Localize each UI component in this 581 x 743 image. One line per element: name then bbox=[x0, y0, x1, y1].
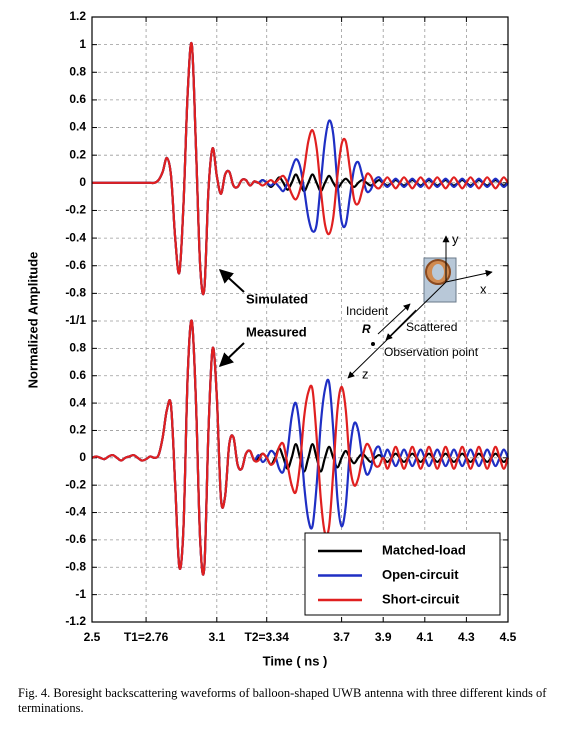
x-axis-label: Time ( ns ) bbox=[263, 653, 328, 668]
annotation-arrow bbox=[218, 269, 245, 293]
inset-label: Incident bbox=[346, 304, 389, 318]
inset-diagram: y x z Incident Scattered R Observation p… bbox=[346, 231, 493, 381]
annotation: Simulated bbox=[246, 291, 308, 306]
legend-label: Short-circuit bbox=[382, 591, 460, 606]
legend: Matched-load Open-circuit Short-circuit bbox=[318, 542, 466, 606]
y-axis-label: Normalized Amplitude bbox=[25, 252, 40, 389]
x-tick-label: 4.5 bbox=[500, 630, 517, 644]
y-tick-label: 0.2 bbox=[69, 147, 86, 161]
y-tick-label: 0 bbox=[79, 175, 86, 189]
y-tick-label: -0.4 bbox=[65, 505, 86, 519]
y-tick-label: 0.6 bbox=[69, 368, 86, 382]
y-tick-label: -0.4 bbox=[65, 230, 86, 244]
y-tick-label: 0.2 bbox=[69, 423, 86, 437]
incident-arrow bbox=[377, 303, 411, 335]
inset-axis bbox=[445, 269, 493, 283]
legend-label: Open-circuit bbox=[382, 567, 459, 582]
y-tick-label: 1.2 bbox=[69, 9, 86, 23]
inset-axis bbox=[347, 281, 447, 379]
y-tick-label: -0.6 bbox=[65, 532, 86, 546]
antenna-slot bbox=[432, 264, 444, 280]
lines bbox=[91, 41, 510, 576]
inset-label: Scattered bbox=[406, 320, 457, 334]
y-tick-label: 0.8 bbox=[69, 341, 86, 355]
y-tick-label: 0.4 bbox=[69, 395, 86, 409]
observation-point bbox=[371, 342, 375, 346]
inset-label: Observation point bbox=[384, 345, 479, 359]
x-tick-label: 4.1 bbox=[416, 630, 433, 644]
y-tick-label: -0.2 bbox=[65, 203, 86, 217]
x-tick-label: T2=3.34 bbox=[245, 630, 290, 644]
y-tick-label: -1 bbox=[75, 587, 86, 601]
y-tick-label: 0.4 bbox=[69, 120, 86, 134]
x-tick-label: 3.1 bbox=[208, 630, 225, 644]
inset-label: z bbox=[362, 366, 369, 381]
x-tick-label: 2.5 bbox=[84, 630, 101, 644]
waveform-line bbox=[91, 319, 510, 576]
y-tick-label: 1 bbox=[79, 37, 86, 51]
scattered-arrow bbox=[385, 309, 417, 341]
y-tick-label: -0.2 bbox=[65, 477, 86, 491]
y-tick-label: -0.8 bbox=[65, 286, 86, 300]
annotation-arrow bbox=[218, 342, 245, 367]
chart: 2.5 T1=2.76 3.1 T2=3.34 3.7 3.9 4.1 4.3 4.5 1.2 1 0… bbox=[25, 9, 516, 668]
plot-frame bbox=[91, 16, 509, 623]
y-tick-label: -1.2 bbox=[65, 614, 86, 628]
caption: Fig. 4. Boresight backscattering wavefor… bbox=[18, 686, 547, 715]
x-tick-label: 4.3 bbox=[458, 630, 475, 644]
legend-label: Matched-load bbox=[382, 542, 466, 557]
inset-label: R bbox=[362, 322, 371, 336]
x-tick-label: T1=2.76 bbox=[124, 630, 169, 644]
y-tick-label: -1/1 bbox=[65, 313, 86, 327]
y-tick-label: 0.8 bbox=[69, 64, 86, 78]
annotation: Measured bbox=[246, 324, 307, 339]
legend-box bbox=[304, 532, 501, 616]
x-tick-label: 3.7 bbox=[333, 630, 350, 644]
labels: 2.5 T1=2.76 3.1 T2=3.34 3.7 3.9 4.1 4.3 4.5 1.2 1 0… bbox=[65, 9, 516, 644]
inset-label: x bbox=[480, 281, 487, 296]
x-tick-label: 3.9 bbox=[375, 630, 392, 644]
y-tick-label: -0.8 bbox=[65, 559, 86, 573]
inset-label: y bbox=[452, 231, 459, 246]
y-tick-label: -0.6 bbox=[65, 258, 86, 272]
y-tick-label: 0 bbox=[79, 450, 86, 464]
waveform-line bbox=[92, 41, 509, 296]
y-tick-label: 0.6 bbox=[69, 92, 86, 106]
